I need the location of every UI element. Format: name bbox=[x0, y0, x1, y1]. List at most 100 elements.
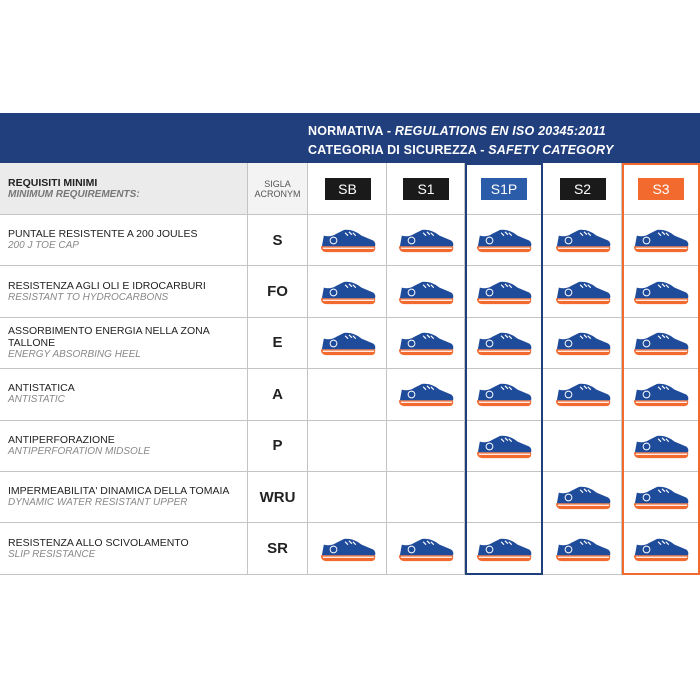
row-label: PUNTALE RESISTENTE A 200 JOULES 200 J TOE… bbox=[0, 215, 248, 267]
shoe-icon bbox=[398, 538, 454, 561]
row-label: IMPERMEABILITA' DINAMICA DELLA TOMAIA DYN… bbox=[0, 472, 248, 524]
shoe-icon bbox=[555, 332, 610, 356]
row-acronym: FO bbox=[248, 266, 308, 318]
row-cell bbox=[543, 369, 622, 421]
shoe-icon bbox=[633, 332, 689, 356]
shoe-icon bbox=[633, 486, 689, 510]
row-en: ANTISTATIC bbox=[8, 394, 65, 406]
category-box: S3 bbox=[638, 178, 684, 200]
row-en: ANTIPERFORATION MIDSOLE bbox=[8, 445, 151, 457]
row-cell bbox=[387, 472, 465, 524]
category-head bbox=[308, 163, 387, 215]
shoe-icon bbox=[555, 384, 610, 407]
row-en: ENERGY ABSORBING HEEL bbox=[8, 348, 141, 360]
shoe-icon bbox=[320, 229, 375, 253]
shoe-icon bbox=[320, 281, 375, 304]
row-cell bbox=[387, 369, 465, 421]
row-en: DYNAMIC WATER RESISTANT UPPER bbox=[8, 497, 188, 509]
category-outline bbox=[622, 163, 700, 575]
acronym-head-it: SIGLA bbox=[264, 178, 291, 189]
row-label: RESISTENZA ALLO SCIVOLAMENTO SLIP RESISTA… bbox=[0, 523, 248, 575]
row-cell bbox=[543, 523, 622, 575]
row-it: RESISTENZA AGLI OLI E IDROCARBURI bbox=[8, 279, 206, 292]
head-en: MINIMUM REQUIREMENTS: bbox=[8, 188, 140, 200]
category-outline bbox=[465, 163, 543, 575]
shoe-icon bbox=[476, 384, 532, 407]
row-it: RESISTENZA ALLO SCIVOLAMENTO bbox=[8, 536, 189, 549]
shoe-icon bbox=[633, 435, 689, 458]
row-cell bbox=[387, 523, 465, 575]
row-acronym: WRU bbox=[248, 472, 308, 524]
header-line: CATEGORIA DI SICUREZZA - SAFETY CATEGORY bbox=[308, 143, 614, 157]
row-label: RESISTENZA AGLI OLI E IDROCARBURI RESISTA… bbox=[0, 266, 248, 318]
shoe-icon bbox=[320, 332, 375, 356]
shoe-icon bbox=[633, 281, 689, 304]
row-it: PUNTALE RESISTENTE A 200 JOULES bbox=[8, 228, 198, 241]
row-acronym: A bbox=[248, 369, 308, 421]
shoe-icon bbox=[476, 538, 532, 561]
shoe-icon bbox=[398, 332, 454, 356]
row-cell bbox=[387, 420, 465, 472]
header-en: SAFETY CATEGORY bbox=[488, 143, 614, 157]
row-cell bbox=[543, 317, 622, 370]
row-label: ASSORBIMENTO ENERGIA NELLA ZONA TALLONE E… bbox=[0, 317, 248, 370]
row-cell bbox=[543, 472, 622, 524]
category-box: S1 bbox=[403, 178, 449, 200]
shoe-icon bbox=[398, 384, 454, 407]
row-cell bbox=[308, 472, 387, 524]
category-box: S2 bbox=[559, 178, 606, 200]
row-label: ANTISTATICA ANTISTATIC bbox=[0, 369, 248, 421]
row-cell bbox=[308, 266, 387, 318]
shoe-icon bbox=[476, 229, 532, 253]
row-cell bbox=[387, 266, 465, 318]
category-head bbox=[543, 163, 622, 215]
header-line: NORMATIVA - REGULATIONS EN ISO 20345:201… bbox=[308, 124, 606, 138]
shoe-icon bbox=[555, 281, 610, 304]
row-it: IMPERMEABILITA' DINAMICA DELLA TOMAIA bbox=[8, 485, 230, 498]
head-it: REQUISITI MINIMI bbox=[8, 176, 98, 189]
shoe-icon bbox=[476, 435, 532, 458]
shoe-icon bbox=[633, 538, 689, 561]
row-acronym: S bbox=[248, 215, 308, 267]
row-it: ANTIPERFORAZIONE bbox=[8, 433, 115, 446]
row-acronym: P bbox=[248, 420, 308, 472]
shoe-icon bbox=[633, 384, 689, 407]
shoe-icon bbox=[555, 229, 610, 253]
category-box: S1P bbox=[481, 178, 527, 200]
shoe-icon bbox=[398, 229, 454, 253]
row-it: ANTISTATICA bbox=[8, 382, 75, 395]
row-cell bbox=[543, 215, 622, 267]
row-cell bbox=[308, 215, 387, 267]
row-acronym: SR bbox=[248, 523, 308, 575]
row-cell bbox=[308, 369, 387, 421]
shoe-icon bbox=[398, 281, 454, 304]
row-cell bbox=[308, 420, 387, 472]
row-cell bbox=[543, 420, 622, 472]
shoe-icon bbox=[476, 332, 532, 356]
row-en: 200 J TOE CAP bbox=[8, 240, 79, 252]
row-acronym: E bbox=[248, 317, 308, 370]
row-en: SLIP RESISTANCE bbox=[8, 548, 96, 560]
acronym-head-en: ACRONYM bbox=[254, 188, 301, 199]
row-cell bbox=[308, 317, 387, 370]
row-cell bbox=[543, 266, 622, 318]
header-it: NORMATIVA - bbox=[308, 124, 392, 138]
row-cell bbox=[387, 317, 465, 370]
category-head bbox=[387, 163, 465, 215]
row-cell bbox=[387, 215, 465, 267]
header-it: CATEGORIA DI SICUREZZA - bbox=[308, 143, 485, 157]
category-box: SB bbox=[324, 178, 371, 200]
row-label: ANTIPERFORAZIONE ANTIPERFORATION MIDSOLE bbox=[0, 420, 248, 472]
head-cell: REQUISITI MINIMI MINIMUM REQUIREMENTS: bbox=[0, 163, 248, 215]
header-band bbox=[0, 113, 700, 163]
row-cell bbox=[308, 523, 387, 575]
row-en: RESISTANT TO HYDROCARBONS bbox=[8, 291, 169, 303]
shoe-icon bbox=[555, 486, 610, 510]
shoe-icon bbox=[320, 538, 375, 561]
header-en: REGULATIONS EN ISO 20345:2011 bbox=[394, 124, 606, 138]
shoe-icon bbox=[555, 538, 610, 561]
row-it: ASSORBIMENTO ENERGIA NELLA ZONA TALLONE bbox=[8, 324, 210, 349]
shoe-icon bbox=[633, 229, 689, 253]
shoe-icon bbox=[476, 281, 532, 304]
